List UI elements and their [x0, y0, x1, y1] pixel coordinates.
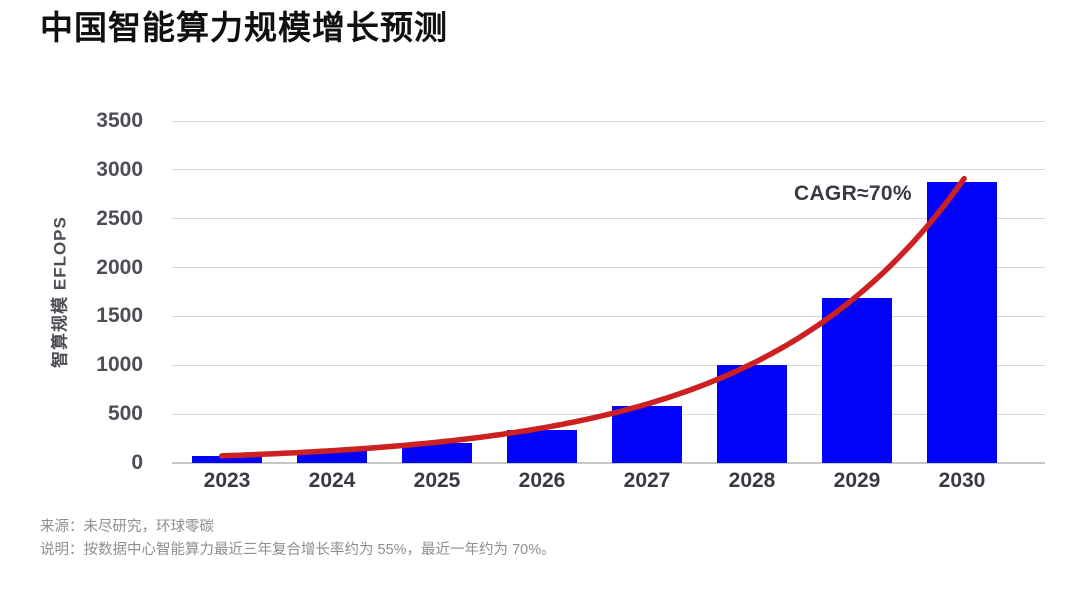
y-tick-label: 500 [107, 402, 143, 426]
x-tick-label: 2024 [308, 469, 356, 492]
gridline [172, 315, 1045, 317]
footer-source: 来源：未尽研究，环球零碳 [40, 519, 214, 535]
bar-2025 [402, 443, 472, 463]
bar-2027 [612, 406, 682, 463]
x-tick-label: 2023 [203, 469, 251, 492]
x-tick-label: 2029 [833, 469, 881, 492]
y-axis-ticks: 0 500 1000 1500 2000 2500 3000 3500 [0, 109, 143, 474]
bar-2028 [717, 365, 787, 463]
gridline [172, 218, 1045, 220]
bar-2029 [822, 297, 892, 463]
gridline [172, 413, 1045, 415]
y-tick-label: 1500 [96, 304, 143, 328]
x-tick-label: 2025 [413, 469, 461, 492]
plot-area [172, 120, 1045, 464]
footer-note: 说明：按数据中心智能算力最近三年复合增长率约为 55%，最近一年约为 70%。 [40, 542, 556, 558]
cagr-annotation: CAGR≈70% [794, 182, 912, 205]
bar-2024 [297, 451, 367, 463]
x-tick-label: 2030 [938, 469, 986, 492]
x-axis-baseline [172, 461, 1045, 464]
y-tick-label: 0 [131, 451, 143, 474]
bar-2030 [927, 181, 997, 463]
gridline [172, 267, 1045, 269]
y-tick-label: 2000 [96, 255, 143, 279]
bar-2023 [192, 456, 262, 463]
footer: 来源：未尽研究，环球零碳 说明：按数据中心智能算力最近三年复合增长率约为 55%… [40, 516, 556, 562]
gridline [172, 364, 1045, 366]
x-tick-label: 2026 [518, 469, 566, 492]
bar-2026 [507, 429, 577, 463]
gridline [172, 169, 1045, 171]
chart-title: 中国智能算力规模增长预测 [40, 9, 448, 46]
x-tick-label: 2027 [623, 469, 671, 492]
y-tick-label: 1000 [96, 353, 143, 377]
x-tick-label: 2028 [728, 469, 776, 492]
y-tick-label: 3500 [96, 109, 143, 132]
y-tick-label: 2500 [96, 206, 143, 230]
gridline [172, 120, 1045, 122]
trend-line-svg [219, 175, 967, 459]
y-tick-label: 3000 [96, 157, 143, 181]
